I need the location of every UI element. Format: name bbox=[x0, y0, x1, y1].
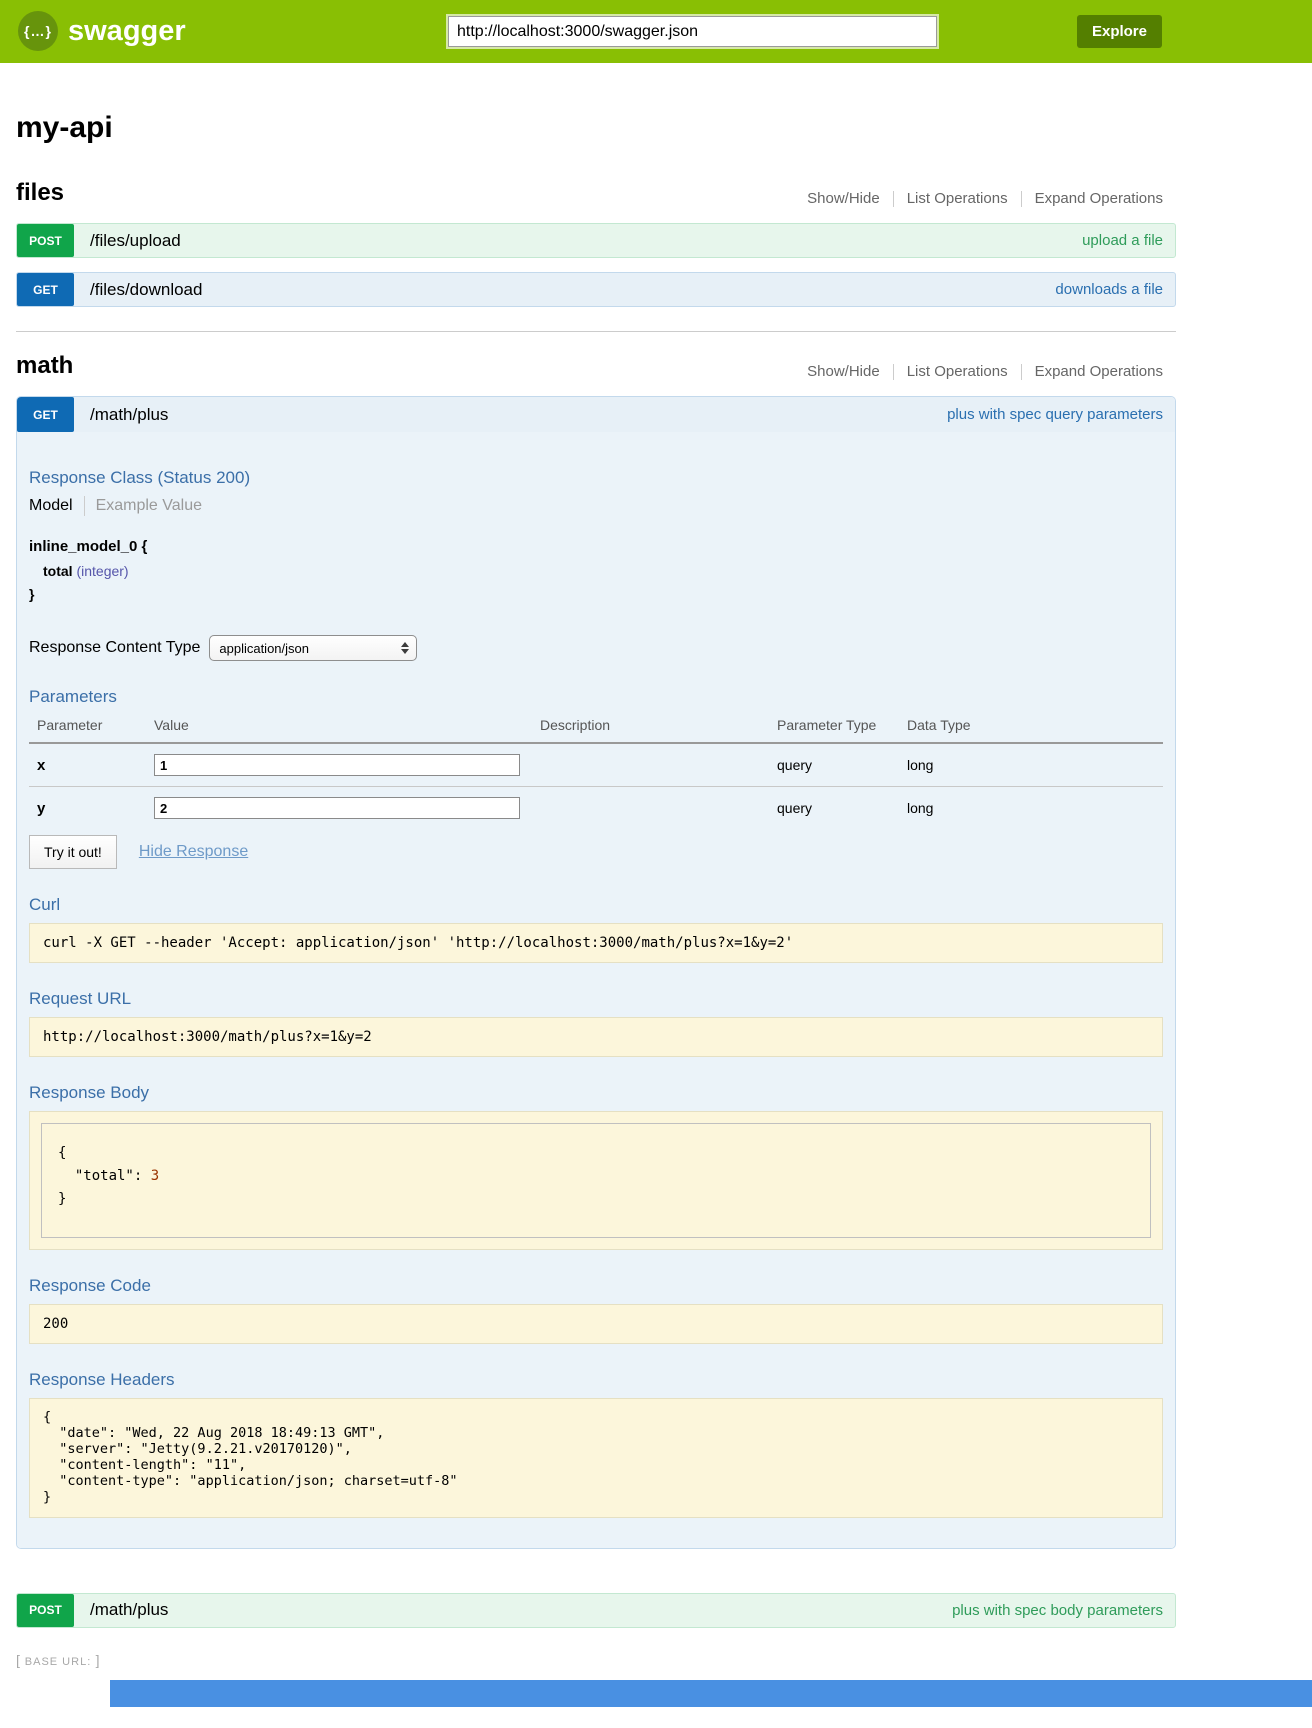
param-row-y: y query long bbox=[29, 787, 1163, 830]
param-data-type: long bbox=[907, 800, 934, 817]
json-open-brace: { bbox=[58, 1145, 67, 1162]
tab-model[interactable]: Model bbox=[29, 497, 73, 514]
param-name: y bbox=[37, 799, 46, 817]
header-bar: {…} swagger Explore bbox=[0, 0, 1312, 63]
response-body-heading: Response Body bbox=[29, 1083, 150, 1103]
parameters-header-row: Parameter Value Description Parameter Ty… bbox=[29, 709, 1163, 745]
response-body-json: { "total": 3 } bbox=[41, 1123, 1151, 1239]
try-it-out-button[interactable]: Try it out! bbox=[29, 835, 117, 870]
resource-math-controls: Show/Hide List Operations Expand Operati… bbox=[794, 363, 1176, 380]
operation-summary-link[interactable]: plus with spec body parameters bbox=[952, 1601, 1163, 1619]
separator bbox=[83, 496, 85, 516]
tab-example-value[interactable]: Example Value bbox=[95, 497, 203, 514]
operation-summary-link[interactable]: plus with spec query parameters bbox=[947, 406, 1163, 423]
method-badge-get: GET bbox=[17, 273, 74, 306]
col-value: Value bbox=[154, 709, 540, 745]
separator bbox=[1020, 190, 1022, 207]
separator bbox=[892, 363, 894, 380]
param-description bbox=[540, 787, 777, 830]
resource-files-controls: Show/Hide List Operations Expand Operati… bbox=[794, 190, 1176, 207]
col-data-type: Data Type bbox=[907, 709, 1163, 745]
param-y-input[interactable] bbox=[154, 797, 520, 820]
operation-path-link[interactable]: /math/plus bbox=[90, 1600, 169, 1620]
parameters-table: Parameter Value Description Parameter Ty… bbox=[29, 709, 1163, 829]
param-row-x: x query long bbox=[29, 743, 1163, 788]
model-name: inline_model_0 { bbox=[29, 538, 148, 555]
separator bbox=[1020, 363, 1022, 380]
operation-post-math-plus[interactable]: POST /math/plus plus with spec body para… bbox=[16, 1592, 1176, 1628]
response-class-heading: Response Class (Status 200) bbox=[29, 468, 251, 487]
show-hide-link[interactable]: Show/Hide bbox=[807, 190, 880, 207]
model-prop-name: total bbox=[43, 562, 73, 579]
resource-divider bbox=[16, 331, 1176, 332]
param-description bbox=[540, 743, 777, 788]
operation-path-link[interactable]: /files/download bbox=[90, 279, 203, 299]
param-x-input[interactable] bbox=[154, 754, 520, 777]
response-code-value: 200 bbox=[29, 1304, 1163, 1345]
method-badge-get: GET bbox=[17, 397, 74, 432]
operation-summary-link[interactable]: downloads a file bbox=[1055, 281, 1163, 298]
api-title: my-api bbox=[16, 111, 113, 144]
show-hide-link[interactable]: Show/Hide bbox=[807, 363, 880, 380]
parameters-heading: Parameters bbox=[29, 687, 117, 707]
model-close-brace: } bbox=[29, 586, 35, 603]
operation-get-math-plus: GET /math/plus plus with spec query para… bbox=[16, 396, 1176, 1549]
param-type: query bbox=[777, 743, 907, 788]
operation-header[interactable]: GET /math/plus plus with spec query para… bbox=[17, 397, 1175, 432]
expand-operations-link[interactable]: Expand Operations bbox=[1034, 363, 1163, 380]
response-headers-heading: Response Headers bbox=[29, 1370, 175, 1390]
col-parameter-type: Parameter Type bbox=[777, 709, 907, 745]
footer-bar bbox=[110, 1679, 1312, 1707]
param-type: query bbox=[777, 800, 813, 817]
operation-content: Response Class (Status 200) Model Exampl… bbox=[17, 432, 1175, 1548]
resource-files-title[interactable]: files bbox=[16, 179, 65, 206]
response-headers-value: { "date": "Wed, 22 Aug 2018 18:49:13 GMT… bbox=[29, 1398, 1163, 1518]
operation-path-link[interactable]: /math/plus bbox=[90, 404, 169, 424]
method-badge-post: POST bbox=[17, 224, 74, 257]
model-signature: inline_model_0 { total (integer) } bbox=[29, 534, 1163, 607]
response-content-type-select[interactable]: application/json bbox=[209, 635, 418, 662]
operation-path-link[interactable]: /files/upload bbox=[90, 230, 181, 250]
request-url-heading: Request URL bbox=[29, 989, 132, 1009]
page-body: my-api files Show/Hide List Operations E… bbox=[0, 111, 1176, 1668]
resource-files: files Show/Hide List Operations Expand O… bbox=[16, 179, 1176, 307]
resource-math: math Show/Hide List Operations Expand Op… bbox=[16, 352, 1176, 1628]
curl-command: curl -X GET --header 'Accept: applicatio… bbox=[29, 923, 1163, 964]
operation-summary-link[interactable]: upload a file bbox=[1082, 232, 1163, 249]
json-value: 3 bbox=[150, 1168, 160, 1185]
col-description: Description bbox=[540, 709, 777, 745]
list-operations-link[interactable]: List Operations bbox=[906, 363, 1008, 380]
param-name: x bbox=[29, 743, 154, 788]
expand-operations-link[interactable]: Expand Operations bbox=[1034, 190, 1163, 207]
request-url-value: http://localhost:3000/math/plus?x=1&y=2 bbox=[29, 1017, 1163, 1058]
list-operations-link[interactable]: List Operations bbox=[906, 190, 1008, 207]
swagger-braces-icon: {…} bbox=[18, 11, 58, 51]
curl-heading: Curl bbox=[29, 895, 61, 915]
col-parameter: Parameter bbox=[29, 709, 154, 745]
response-code-heading: Response Code bbox=[29, 1276, 151, 1296]
response-body-box: { "total": 3 } bbox=[29, 1111, 1163, 1251]
base-url-label: [ BASE URL: ] bbox=[16, 1651, 101, 1668]
model-tabs: Model Example Value bbox=[29, 496, 1163, 516]
swagger-url-input[interactable] bbox=[448, 16, 937, 47]
model-prop-type: (integer) bbox=[76, 562, 129, 579]
operation-post-files-upload[interactable]: POST /files/upload upload a file bbox=[16, 223, 1176, 258]
json-close-brace: } bbox=[58, 1191, 67, 1208]
hide-response-link[interactable]: Hide Response bbox=[138, 843, 249, 861]
separator bbox=[892, 190, 894, 207]
operation-get-files-download[interactable]: GET /files/download downloads a file bbox=[16, 272, 1176, 307]
selected-content-type: application/json bbox=[219, 640, 309, 656]
method-badge-post: POST bbox=[17, 1593, 74, 1627]
select-arrows-icon bbox=[401, 642, 410, 655]
explore-button[interactable]: Explore bbox=[1076, 15, 1162, 48]
swagger-logo-link[interactable]: {…} swagger bbox=[18, 11, 186, 51]
json-key: "total": bbox=[58, 1168, 151, 1185]
resource-math-title[interactable]: math bbox=[16, 352, 74, 379]
response-content-type-label: Response Content Type bbox=[29, 639, 201, 657]
param-data-type: long bbox=[907, 743, 1163, 788]
brand-name: swagger bbox=[68, 14, 186, 47]
